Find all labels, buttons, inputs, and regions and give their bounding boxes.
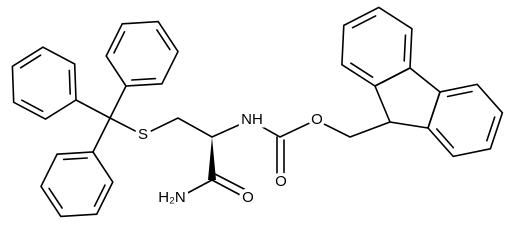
bonds <box>11 6 504 218</box>
atom-label: S <box>138 126 148 143</box>
atom-label: H₂N <box>158 189 186 206</box>
benzene-ring <box>341 6 413 87</box>
benzene-ring <box>40 151 114 218</box>
trityl-bonds <box>75 85 127 153</box>
atom-label: O <box>242 189 254 206</box>
stereo-wedge <box>208 137 216 180</box>
fluorene-five-ring <box>373 67 441 129</box>
atom-label: O <box>275 173 287 190</box>
benzene-ring <box>11 46 77 121</box>
benzene-ring <box>427 83 504 158</box>
molecule: S NH O O O H₂N <box>11 6 504 218</box>
amide-bonds <box>179 173 247 198</box>
carbonyl-double-bond <box>276 136 285 177</box>
atom-label: NH <box>241 111 263 128</box>
backbone-bonds <box>109 117 391 138</box>
benzene-ring <box>105 20 179 87</box>
atom-label: O <box>311 111 323 128</box>
